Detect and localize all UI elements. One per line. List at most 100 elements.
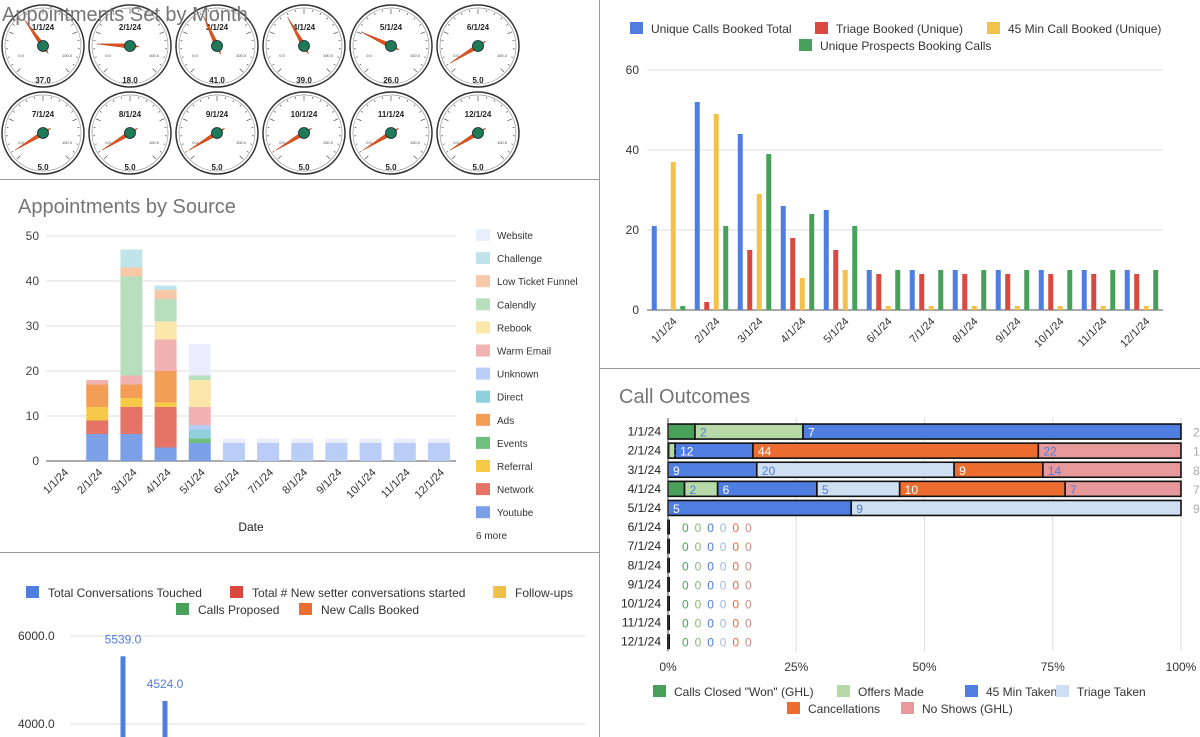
legend-label-total-new-setter-conversations-started: Total # New setter conversations started	[252, 586, 465, 600]
x-tick-label: 0%	[659, 660, 677, 674]
gauge-tick	[413, 155, 418, 160]
bar-unique-prospects-booking-calls	[1067, 270, 1073, 310]
gauge-tick	[182, 31, 188, 35]
x-tick-label: 6/1/24	[212, 467, 242, 497]
legend-swatch-low-ticket-funnel	[476, 275, 490, 288]
gauge-tick	[72, 31, 78, 35]
source-chart[interactable]: 0 10 20 30 40 50 1/1/24 2/1/24 3/1/24 4/1/24 5/1/2…	[0, 180, 598, 550]
gauge-tick	[507, 31, 513, 35]
gauge-tick	[11, 150, 14, 153]
overflow-label: 1	[1193, 445, 1200, 459]
bar-calls-closed-won-ghl	[667, 480, 686, 498]
legend-label-youtube: Youtube	[497, 508, 534, 519]
gauge-tick	[239, 68, 244, 73]
legend-label-low-ticket-funnel: Low Ticket Funnel	[497, 277, 578, 288]
gauge-tick	[326, 155, 331, 160]
zero-label-45-min-taken: 0	[707, 521, 714, 535]
legend-label-triage-taken: Triage Taken	[1077, 685, 1146, 699]
gauge-tick	[360, 110, 363, 113]
legend-label-unique-prospects-booking-calls: Unique Prospects Booking Calls	[820, 39, 991, 53]
bar-warm-email	[86, 380, 109, 385]
bar-website	[427, 438, 450, 443]
gauge-hub	[37, 40, 49, 52]
outcomes-panel[interactable]: Call Outcomes 0% 25% 50% 75% 100% 1/1/24 2 7 2 2/…	[601, 370, 1200, 737]
zero-label-45-min-taken: 0	[707, 540, 714, 554]
gauge-tick	[103, 68, 108, 73]
zero-label-cancellations: 0	[732, 540, 739, 554]
bar-unique-prospects-booking-calls	[723, 226, 729, 310]
zero-label-calls-closed-won-ghl: 0	[682, 597, 689, 611]
calls-panel[interactable]: Unique Calls Booked Total Triage Booked (…	[601, 0, 1200, 368]
gauge-tick	[152, 17, 155, 20]
gauge-tick	[58, 99, 61, 102]
gauge-value: 5.0	[298, 163, 310, 172]
gauge-tick	[71, 23, 74, 26]
x-tick-label: 75%	[1041, 660, 1065, 674]
gauge-tick	[239, 17, 242, 20]
gauge-tick	[506, 23, 509, 26]
gauge-inner-ring	[91, 7, 169, 85]
gauge-tick	[500, 17, 503, 20]
x-tick-label: 11/1/24	[1076, 316, 1110, 350]
gauge-tick	[332, 110, 335, 113]
conversations-chart[interactable]: Total Conversations Touched Total # New s…	[0, 568, 598, 737]
gauge-tick	[8, 31, 14, 35]
bar-ads	[86, 384, 109, 407]
source-panel[interactable]: Appointments by Source 0 10 20 30 40 50 1/1/24…	[0, 180, 598, 550]
gauge-tick	[373, 99, 376, 102]
gauge-tick	[246, 63, 249, 66]
legend-label-referral: Referral	[497, 462, 533, 473]
overflow-label: 8	[1193, 464, 1200, 478]
bar-total-conversations	[120, 656, 126, 737]
outcomes-chart[interactable]: 0% 25% 50% 75% 100%1/1/24 2 7 22/1/24 1 12 44 22 13/…	[601, 370, 1200, 737]
legend-swatch-youtube	[476, 506, 490, 519]
gauge-tick	[333, 150, 336, 153]
calls-chart[interactable]: Unique Calls Booked Total Triage Booked (…	[601, 0, 1200, 368]
bar-45-min-call-booked-unique	[885, 306, 891, 310]
legend-label-triage-booked-unique: Triage Booked (Unique)	[836, 22, 963, 36]
segment-label: 7	[808, 426, 815, 440]
gauge-tick	[277, 155, 282, 160]
gauge-tick	[337, 56, 340, 58]
gauge-tick	[446, 150, 449, 153]
bar-website	[325, 438, 348, 443]
gauge-tick	[185, 150, 188, 153]
gauge-tick	[185, 63, 188, 66]
zero-label-calls-closed-won-ghl: 0	[682, 617, 689, 631]
gauge-label: 4/1/24	[293, 23, 316, 32]
gauge-tick	[500, 68, 505, 73]
gauge-label: 10/1/24	[291, 110, 318, 119]
y-tick-label: 7/1/24	[628, 539, 662, 553]
gauge-inner-ring	[4, 7, 82, 85]
legend-swatch-follow-ups	[493, 586, 506, 598]
gauge-tick	[507, 118, 513, 122]
zero-label-cancellations: 0	[732, 636, 739, 650]
bar-low-ticket-funnel	[154, 290, 177, 299]
gauge-tick	[112, 99, 115, 102]
x-tick-label: 2/1/24	[75, 467, 105, 497]
bar-unique-calls-booked-total	[694, 102, 700, 310]
legend-label-website: Website	[497, 231, 533, 242]
gauge-tick	[232, 99, 235, 102]
legend-swatch-website	[476, 229, 490, 241]
bar-network	[120, 407, 143, 434]
gauge-tick	[500, 104, 503, 107]
bar-youtube	[120, 434, 143, 461]
legend-label-network: Network	[497, 485, 535, 496]
gauge-tick	[451, 155, 456, 160]
bar-45-min-taken	[667, 499, 853, 517]
gauge-tick	[112, 12, 115, 15]
gauge-2-1-24: 2/1/24 0.0 100.0 18.0	[88, 4, 172, 88]
gauge-tick	[356, 31, 362, 35]
gauge-tick	[424, 56, 427, 58]
overflow-label: 7	[1193, 483, 1200, 497]
conversations-panel[interactable]: Total Conversations Touched Total # New s…	[0, 568, 598, 737]
gauge-value: 39.0	[296, 76, 312, 85]
x-tick-label: 1/1/24	[650, 316, 680, 346]
gauge-tick	[246, 118, 252, 122]
gauge-tick	[273, 23, 276, 26]
bar-low-ticket-funnel	[120, 267, 143, 277]
x-tick-label: 9/1/24	[314, 467, 344, 497]
gauge-tick	[232, 12, 235, 15]
legend-swatch-45-min-taken	[965, 685, 978, 697]
